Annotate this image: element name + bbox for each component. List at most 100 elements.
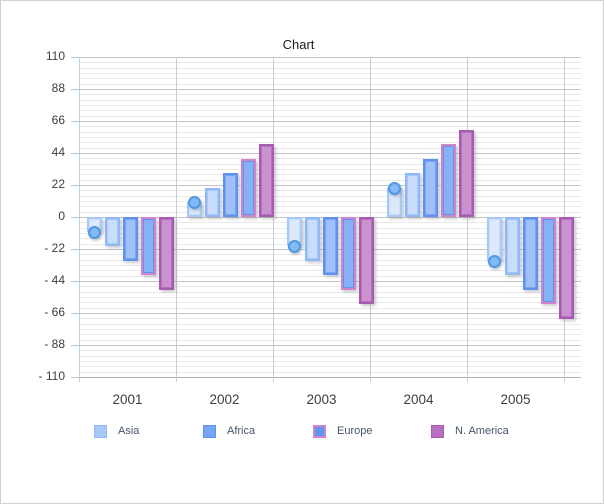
legend-item-n-america: N. America: [431, 424, 509, 438]
minor-gridline: [79, 286, 581, 288]
minor-gridline: [79, 62, 581, 64]
minor-gridline: [79, 297, 581, 298]
y-tick-label: - 110: [38, 369, 65, 383]
chart-title: Chart: [282, 37, 315, 52]
major-gridline: [79, 281, 581, 282]
bar-inner-highlight: [344, 220, 353, 287]
bar-africa-2004: [423, 159, 438, 217]
y-tick-label: 110: [45, 49, 65, 63]
bar-africa-2003: [323, 217, 338, 275]
bar-inner-highlight: [562, 220, 571, 316]
circle-marker-2002: [188, 195, 201, 209]
legend-item-asia: Asia: [94, 424, 139, 438]
bar-inner-highlight: [208, 191, 217, 214]
bar-inner-highlight: [408, 176, 417, 214]
minor-gridline: [79, 323, 581, 325]
bar-asia-2001: [105, 217, 120, 246]
minor-gridline: [79, 302, 581, 304]
y-tick-mark: [71, 121, 79, 122]
bar-asia-2005: [505, 217, 520, 275]
bar-inner-highlight: [290, 220, 299, 243]
bar-europe-2003: [341, 217, 356, 290]
minor-gridline: [79, 126, 581, 128]
legend-item-europe: Europe: [313, 424, 372, 438]
minor-gridline: [79, 190, 581, 192]
bar-inner-highlight: [444, 147, 453, 214]
minor-gridline: [79, 195, 581, 197]
bar-inner-highlight: [244, 162, 253, 214]
legend-swatch: [313, 424, 326, 438]
bar-inner-highlight: [226, 176, 235, 214]
minor-gridline: [79, 174, 581, 176]
major-gridline: [79, 153, 581, 154]
major-gridline: [79, 121, 581, 122]
y-tick-label: 88: [51, 81, 65, 95]
y-tick-label: 0: [58, 209, 65, 223]
minor-gridline: [79, 350, 581, 352]
minor-gridline: [79, 142, 581, 144]
y-tick-mark: [71, 185, 79, 186]
y-tick-mark: [71, 313, 79, 314]
y-tick-mark: [71, 249, 79, 250]
major-gridline: [79, 185, 581, 186]
minor-gridline: [79, 78, 581, 80]
bar-europe-2002: [241, 159, 256, 217]
bar-inner-highlight: [490, 220, 499, 258]
minor-gridline: [79, 211, 581, 213]
bar-n-america-2003: [359, 217, 374, 304]
bar-europe-2004: [441, 144, 456, 217]
minor-gridline: [79, 131, 581, 133]
minor-gridline: [79, 206, 581, 208]
x-category-label: 2002: [209, 392, 240, 407]
y-tick-label: 22: [51, 177, 65, 191]
y-tick-mark: [71, 345, 79, 346]
minor-gridline: [79, 99, 581, 101]
x-category-label: 2003: [306, 392, 337, 407]
circle-marker-2003: [288, 239, 301, 253]
minor-gridline: [79, 371, 581, 373]
x-category-label: 2004: [403, 392, 434, 407]
minor-gridline: [79, 105, 581, 106]
legend-label: Africa: [227, 425, 256, 437]
bar-inner-highlight: [390, 191, 399, 214]
minor-gridline: [79, 163, 581, 165]
minor-gridline: [79, 275, 581, 277]
major-gridline: [79, 89, 581, 90]
circle-marker-2001: [88, 225, 101, 239]
y-tick-mark: [71, 57, 79, 58]
minor-gridline: [79, 73, 581, 74]
major-gridline: [79, 313, 581, 314]
y-tick-label: 44: [51, 145, 65, 159]
bar-inner-highlight: [326, 220, 335, 272]
minor-gridline: [79, 291, 581, 293]
y-tick-mark: [71, 89, 79, 90]
minor-gridline: [79, 94, 581, 96]
y-tick-label: - 22: [44, 241, 65, 255]
minor-gridline: [79, 201, 581, 202]
y-tick-label: - 44: [44, 273, 65, 287]
y-tick-label: - 66: [44, 305, 65, 319]
x-category-label: 2001: [112, 392, 143, 407]
bar-africa-2001: [123, 217, 138, 261]
circle-marker-2005: [488, 254, 501, 268]
major-gridline: [79, 377, 581, 378]
plot-area: [79, 57, 581, 382]
legend-label: N. America: [455, 425, 509, 437]
minor-gridline: [79, 307, 581, 309]
bar-inner-highlight: [308, 220, 317, 258]
legend-label: Asia: [118, 425, 140, 437]
bar-asia-2003: [305, 217, 320, 261]
y-tick-label: - 88: [44, 337, 65, 351]
minor-gridline: [79, 339, 581, 341]
minor-gridline: [79, 83, 581, 85]
y-tick-label: 66: [51, 113, 65, 127]
category-gridline: [273, 57, 274, 382]
bar-inner-highlight: [462, 133, 471, 214]
major-gridline: [79, 345, 581, 346]
minor-gridline: [79, 67, 581, 69]
minor-gridline: [79, 329, 581, 330]
bar-inner-highlight: [90, 220, 99, 229]
bar-inner-highlight: [262, 147, 271, 214]
bar-inner-highlight: [508, 220, 517, 272]
bar-europe-2005: [541, 217, 556, 304]
